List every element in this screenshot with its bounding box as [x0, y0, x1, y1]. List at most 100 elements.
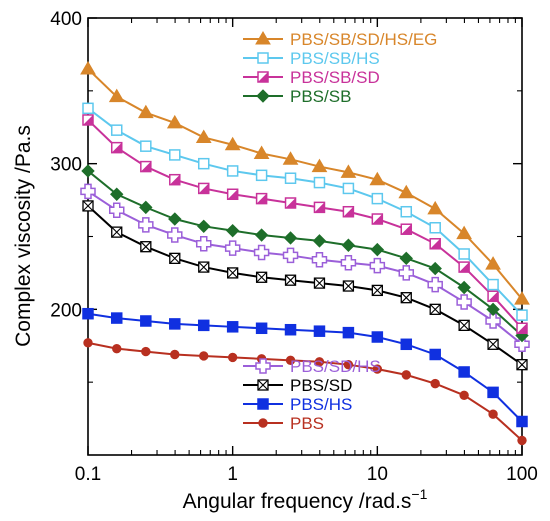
data-point — [170, 349, 180, 360]
series-line — [87, 68, 523, 300]
data-point — [400, 223, 413, 235]
legend-marker — [257, 398, 269, 410]
data-point — [427, 276, 443, 293]
data-point — [313, 176, 326, 189]
data-point — [313, 201, 326, 214]
legend-marker — [257, 71, 269, 83]
data-point — [197, 157, 210, 170]
data-point — [401, 370, 411, 380]
data-point — [282, 151, 299, 165]
data-point — [429, 238, 441, 250]
data-point — [371, 192, 384, 205]
data-point — [427, 200, 444, 215]
x-tick-label: 10 — [367, 464, 388, 485]
x-axis-title: Angular frequency /rad.s−1 — [183, 486, 428, 513]
y-tick-label: 300 — [50, 155, 82, 176]
data-point — [398, 184, 415, 199]
data-point — [224, 136, 241, 151]
legend-label: PBS/SB/SD/HS/EG — [290, 30, 437, 49]
data-point — [340, 164, 357, 178]
legend-label: PBS/HS — [290, 395, 352, 414]
data-point — [81, 164, 95, 178]
series-pbs-sb-hs — [82, 102, 528, 321]
data-point — [283, 231, 298, 245]
data-point — [458, 261, 470, 273]
data-point — [311, 158, 328, 173]
data-point — [255, 192, 268, 205]
data-point — [108, 202, 125, 219]
data-point — [487, 278, 499, 291]
data-point — [80, 60, 96, 75]
data-point — [195, 129, 212, 143]
legend-item-pbs: PBS — [243, 414, 324, 433]
data-point — [169, 318, 181, 330]
legend-item-pbs-sb-sd: PBS/SB/SD — [243, 68, 380, 87]
legend: PBS/SB/SD/HS/EGPBS/SB/HSPBS/SB/SDPBS/SBP… — [243, 30, 437, 433]
data-point — [110, 141, 123, 154]
data-point — [168, 212, 182, 226]
data-point — [80, 183, 96, 200]
x-axis-title-superscript: −1 — [411, 486, 427, 502]
data-point — [370, 242, 385, 257]
data-point — [313, 325, 326, 337]
data-point — [369, 257, 386, 274]
data-point — [369, 171, 386, 186]
data-point — [371, 331, 384, 343]
series-line — [87, 170, 523, 337]
data-point — [197, 319, 210, 332]
data-point — [195, 236, 212, 252]
data-point — [255, 322, 268, 335]
data-point — [488, 409, 498, 419]
data-point — [284, 197, 297, 209]
data-point — [197, 219, 211, 234]
data-point — [428, 261, 442, 276]
data-point — [225, 223, 240, 238]
data-point — [254, 228, 269, 242]
data-point — [457, 280, 471, 295]
data-point — [340, 254, 357, 271]
data-point — [517, 435, 527, 446]
data-point — [516, 415, 528, 428]
data-point — [429, 303, 441, 315]
data-point — [400, 338, 413, 351]
data-point — [459, 390, 469, 400]
data-point — [342, 182, 355, 195]
data-point — [166, 114, 183, 129]
data-point — [111, 226, 123, 238]
data-point — [456, 225, 473, 240]
series-pbs-hs — [82, 307, 528, 428]
data-point — [112, 343, 122, 354]
data-point — [140, 140, 152, 152]
legend-marker — [258, 418, 268, 428]
data-point — [429, 222, 441, 234]
data-point — [456, 294, 472, 310]
data-point — [198, 261, 210, 273]
data-point — [284, 323, 297, 336]
x-tick-label: 100 — [506, 464, 538, 485]
legend-item-pbs-sb-sd-hs-eg: PBS/SB/SD/HS/EG — [243, 30, 437, 49]
series-line — [87, 107, 523, 316]
data-point — [169, 149, 181, 161]
data-point — [140, 241, 152, 253]
data-point — [226, 165, 239, 177]
data-point — [516, 359, 528, 371]
data-point — [485, 256, 501, 270]
data-point — [226, 321, 239, 333]
legend-marker — [256, 89, 270, 103]
data-point — [313, 277, 326, 289]
x-tick-label: 0.1 — [75, 464, 101, 485]
data-point — [516, 322, 528, 335]
series-layer — [80, 60, 530, 446]
data-point — [400, 205, 413, 218]
data-point — [429, 348, 441, 361]
data-point — [82, 114, 94, 126]
data-point — [110, 312, 123, 324]
data-point — [138, 217, 154, 233]
legend-label: PBS/SB/HS — [290, 49, 380, 68]
data-point — [169, 252, 181, 265]
data-point — [82, 200, 94, 212]
legend-marker — [255, 31, 271, 45]
x-tick-label: 1 — [227, 464, 238, 485]
